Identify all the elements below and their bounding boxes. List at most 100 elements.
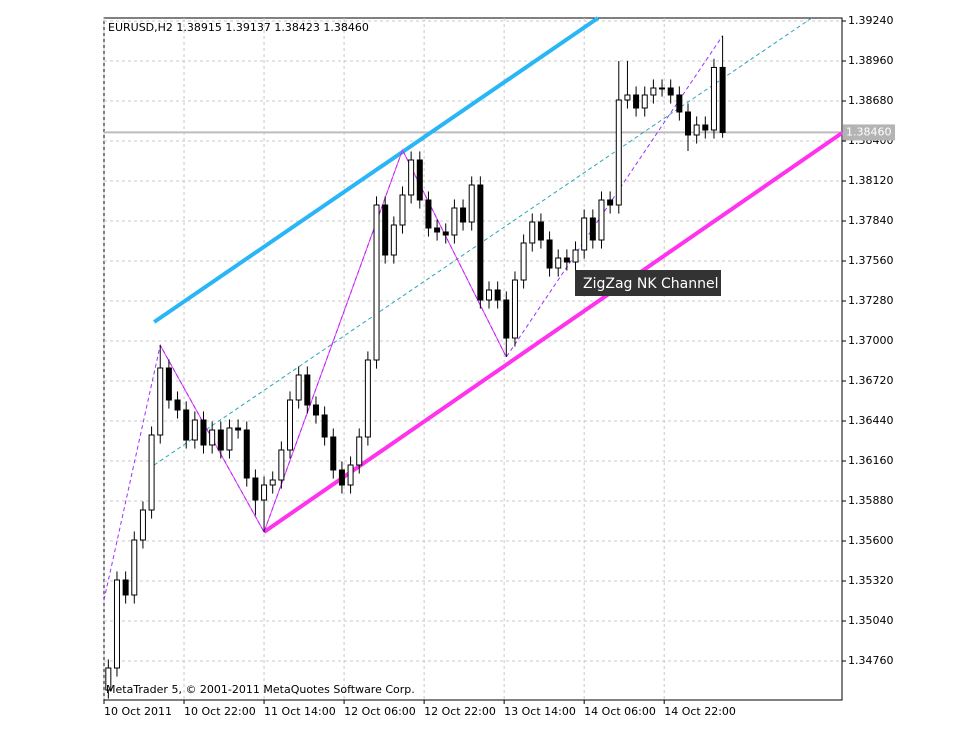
candle-body bbox=[520, 242, 527, 281]
candle-body bbox=[235, 427, 242, 431]
indicator-line bbox=[103, 35, 724, 601]
candle-body bbox=[667, 87, 674, 96]
y-tick-label: 1.37280 bbox=[848, 294, 894, 307]
candle-body bbox=[330, 436, 337, 471]
candle-body bbox=[131, 539, 138, 596]
candle-body bbox=[589, 217, 596, 241]
candle-body bbox=[122, 579, 129, 596]
candle-body bbox=[581, 217, 588, 251]
candle-body bbox=[641, 94, 648, 109]
x-tick-label: 12 Oct 06:00 bbox=[344, 705, 416, 718]
x-tick-label: 13 Oct 14:00 bbox=[504, 705, 576, 718]
candle-body bbox=[563, 257, 570, 263]
candle-body bbox=[304, 374, 311, 406]
candle-body bbox=[676, 94, 683, 113]
y-tick-label: 1.36440 bbox=[848, 414, 894, 427]
candle-body bbox=[693, 124, 700, 136]
candle-body bbox=[165, 367, 172, 401]
indicator-line bbox=[153, 16, 600, 324]
candle-body bbox=[650, 87, 657, 96]
candle-body bbox=[113, 579, 120, 669]
candle-body bbox=[451, 207, 458, 236]
last-price-box bbox=[843, 124, 895, 141]
candle-body bbox=[442, 231, 449, 236]
y-tick-label: 1.37000 bbox=[848, 334, 894, 347]
tooltip-box bbox=[575, 270, 721, 296]
candle-body bbox=[269, 479, 276, 486]
candle-body bbox=[615, 99, 622, 206]
candle-body bbox=[148, 434, 155, 511]
candle-body bbox=[157, 367, 164, 436]
x-tick-label: 10 Oct 22:00 bbox=[184, 705, 256, 718]
y-tick-label: 1.35040 bbox=[848, 614, 894, 627]
candle-body bbox=[338, 469, 345, 486]
candle-body bbox=[702, 124, 709, 131]
candle-body bbox=[537, 221, 544, 241]
candle-body bbox=[555, 257, 562, 269]
candle-body bbox=[373, 204, 380, 361]
candle-body bbox=[209, 429, 216, 446]
candle-body bbox=[278, 449, 285, 481]
candle-body bbox=[183, 409, 190, 441]
candle-body bbox=[468, 184, 475, 223]
candle-body bbox=[546, 239, 553, 269]
candle-body bbox=[624, 94, 631, 101]
y-tick-label: 1.38120 bbox=[848, 174, 894, 187]
candle-body bbox=[598, 199, 605, 241]
candle-body bbox=[399, 194, 406, 226]
candle-body bbox=[434, 227, 441, 233]
candle-body bbox=[217, 429, 224, 451]
candle-body bbox=[139, 509, 146, 541]
candle-body bbox=[295, 374, 302, 401]
x-tick-label: 10 Oct 2011 bbox=[104, 705, 172, 718]
candle-body bbox=[486, 289, 493, 301]
candle-body bbox=[477, 184, 484, 301]
candle-body bbox=[416, 159, 423, 201]
candle-body bbox=[494, 289, 501, 301]
candle-body bbox=[174, 399, 181, 411]
candle-body bbox=[252, 477, 259, 501]
candle-body bbox=[710, 66, 717, 131]
copyright: MetaTrader 5, © 2001-2011 MetaQuotes Sof… bbox=[106, 683, 415, 696]
candle-body bbox=[287, 399, 294, 451]
x-tick-label: 14 Oct 22:00 bbox=[664, 705, 736, 718]
candle-body bbox=[529, 221, 536, 244]
candle-body bbox=[312, 404, 319, 416]
y-tick-label: 1.39240 bbox=[848, 14, 894, 27]
candle-body bbox=[356, 436, 363, 466]
y-tick-label: 1.38680 bbox=[848, 94, 894, 107]
candle-body bbox=[321, 414, 328, 438]
y-tick-label: 1.35600 bbox=[848, 534, 894, 547]
candle-body bbox=[200, 419, 207, 446]
candle-body bbox=[503, 299, 510, 339]
x-tick-label: 14 Oct 06:00 bbox=[584, 705, 656, 718]
candle-body bbox=[261, 484, 268, 501]
chart-title: EURUSD,H2 1.38915 1.39137 1.38423 1.3846… bbox=[108, 21, 369, 34]
candle-body bbox=[191, 419, 198, 441]
x-tick-label: 12 Oct 22:00 bbox=[424, 705, 496, 718]
candle-body bbox=[460, 207, 467, 223]
candle-body bbox=[684, 111, 691, 136]
candle-body bbox=[226, 427, 233, 451]
candle-body bbox=[243, 429, 250, 479]
candle-body bbox=[347, 464, 354, 486]
candle-body bbox=[719, 66, 726, 133]
y-tick-label: 1.37840 bbox=[848, 214, 894, 227]
candle-body bbox=[105, 667, 112, 691]
candle-body bbox=[425, 199, 432, 229]
y-tick-label: 1.38960 bbox=[848, 54, 894, 67]
y-tick-label: 1.37560 bbox=[848, 254, 894, 267]
candle-body bbox=[607, 199, 614, 206]
candle-body bbox=[572, 249, 579, 263]
plot-frame bbox=[103, 17, 843, 701]
candle-body bbox=[408, 159, 415, 196]
y-tick-label: 1.36720 bbox=[848, 374, 894, 387]
candle-body bbox=[511, 279, 518, 339]
y-tick-label: 1.35320 bbox=[848, 574, 894, 587]
y-tick-label: 1.35880 bbox=[848, 494, 894, 507]
last-price-label: 1.38460 bbox=[846, 125, 892, 138]
x-tick-label: 11 Oct 14:00 bbox=[264, 705, 336, 718]
tooltip: ZigZag NK Channel bbox=[583, 276, 718, 292]
